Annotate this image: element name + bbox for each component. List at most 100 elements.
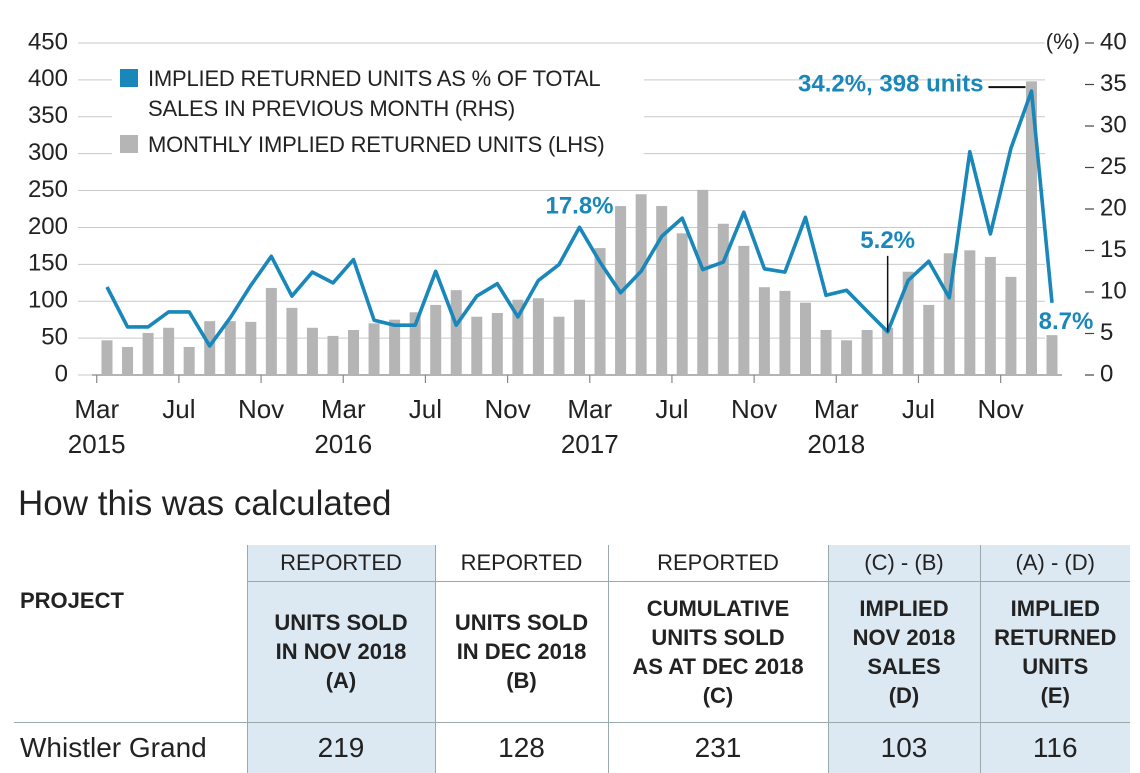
x-tick-label: Jul (901, 394, 936, 424)
header-cell: REPORTED (434, 545, 608, 582)
y-tick-label: 400 (28, 65, 68, 92)
header-cell: UNITS SOLD IN NOV 2018 (A) (246, 581, 435, 723)
x-tick-label: Nov (484, 394, 531, 424)
legend-swatch (120, 69, 138, 87)
bar (245, 321, 257, 375)
header-cell: (C) - (B) (827, 545, 980, 582)
bar (491, 313, 503, 375)
y2-tick-label: 10 (1100, 277, 1127, 304)
legend-label: MONTHLY IMPLIED RETURNED UNITS (LHS) (148, 132, 605, 157)
bar (738, 245, 750, 375)
table-cell: 231 (607, 722, 828, 773)
bar (820, 329, 832, 375)
data-label: 5.2% (860, 227, 915, 254)
x-tick-label: Mar 2016 (314, 394, 373, 459)
bar (902, 271, 914, 375)
bar (286, 307, 298, 375)
calc-table: REPORTED REPORTED REPORTED (C) - (B) (A)… (14, 545, 1130, 773)
x-tick-label: Jul (655, 394, 689, 424)
table-cell: 103 (827, 722, 980, 773)
y2-axis-label: (%) (1046, 29, 1080, 54)
y-tick-label: 150 (28, 250, 68, 277)
bar (841, 340, 853, 375)
bar (532, 298, 544, 375)
bar (656, 206, 668, 375)
y-tick-label: 0 (55, 360, 68, 387)
bar (306, 327, 318, 375)
bar (779, 290, 791, 375)
y-tick-label: 450 (28, 28, 68, 55)
y2-tick-label: 35 (1100, 70, 1127, 97)
header-cell: IMPLIED RETURNED UNITS (E) (979, 581, 1130, 723)
header-cell: REPORTED (246, 545, 435, 582)
legend-item: MONTHLY IMPLIED RETURNED UNITS (LHS) (118, 130, 638, 160)
x-tick-label: Mar 2017 (560, 394, 619, 459)
bar (574, 299, 585, 375)
bar (512, 299, 524, 375)
x-tick-label: Mar 2015 (67, 394, 126, 459)
bar (265, 287, 277, 375)
bar (389, 319, 401, 375)
bar (943, 253, 955, 375)
header-cell: CUMULATIVE UNITS SOLD AS AT DEC 2018 (C) (607, 581, 828, 723)
data-label: 8.7% (1039, 308, 1094, 335)
header-cell: PROJECT (14, 581, 247, 723)
bar (923, 304, 935, 375)
bar (204, 321, 216, 375)
y2-tick-label: 40 (1100, 28, 1127, 55)
bar (450, 290, 462, 375)
bar (163, 327, 175, 375)
bar (1005, 276, 1017, 375)
data-label: 34.2%, 398 units (798, 70, 983, 97)
table-cell: 116 (979, 722, 1130, 773)
header-cell: UNITS SOLD IN DEC 2018 (B) (434, 581, 608, 723)
y2-tick-label: 5 (1100, 319, 1113, 346)
x-tick-label: Nov (977, 394, 1024, 424)
legend: IMPLIED RETURNED UNITS AS % OF TOTAL SAL… (112, 60, 644, 170)
bar (122, 346, 134, 375)
bar (799, 302, 811, 375)
bar (594, 248, 606, 375)
x-tick-label: Jul (162, 394, 196, 424)
x-tick-label: Nov (730, 394, 778, 424)
bar (1046, 335, 1058, 375)
table-cell: 128 (434, 722, 608, 773)
bar (1025, 81, 1037, 375)
y-tick-label: 50 (41, 323, 68, 350)
header-row: REPORTED REPORTED REPORTED (C) - (B) (A)… (14, 545, 1130, 582)
x-tick-label: Nov (237, 394, 285, 424)
table-cell: 219 (246, 722, 435, 773)
x-tick-label: Mar 2018 (807, 394, 866, 459)
bar (101, 340, 113, 375)
bar (409, 312, 421, 375)
table-row: Whistler Grand 219 128 231 103 116 (14, 722, 1130, 773)
bar (224, 321, 236, 375)
chart: 0 50 100 150 200 250 300 350 400 450 0 5 10 15 20 25 30 3… (28, 28, 1127, 459)
y2-tick-label: 30 (1100, 111, 1127, 138)
header-cell: REPORTED (607, 545, 828, 582)
header-row: PROJECT UNITS SOLD IN NOV 2018 (A) UNITS… (14, 581, 1130, 723)
y-tick-label: 100 (28, 287, 68, 314)
bar (676, 233, 688, 375)
bar (142, 332, 154, 375)
data-label: 17.8% (545, 193, 613, 220)
legend-label: IMPLIED RETURNED UNITS AS % OF TOTAL SAL… (148, 66, 600, 121)
line (105, 89, 1054, 348)
bar (882, 327, 894, 375)
y2-tick-label: 25 (1100, 153, 1127, 180)
header-cell: (A) - (D) (979, 545, 1130, 582)
header-cell (14, 545, 247, 582)
bar (635, 194, 647, 375)
bar (717, 223, 729, 375)
bar (348, 329, 360, 375)
bar (697, 189, 709, 375)
header-cell: IMPLIED NOV 2018 SALES (D) (827, 581, 980, 723)
x-tick-label: Jul (408, 394, 443, 424)
table-cell: Whistler Grand (20, 731, 207, 763)
bar (471, 316, 483, 375)
bar (430, 304, 442, 375)
y-tick-label: 250 (28, 176, 68, 203)
y2-tick-label: 15 (1100, 236, 1127, 263)
bar (327, 335, 339, 375)
